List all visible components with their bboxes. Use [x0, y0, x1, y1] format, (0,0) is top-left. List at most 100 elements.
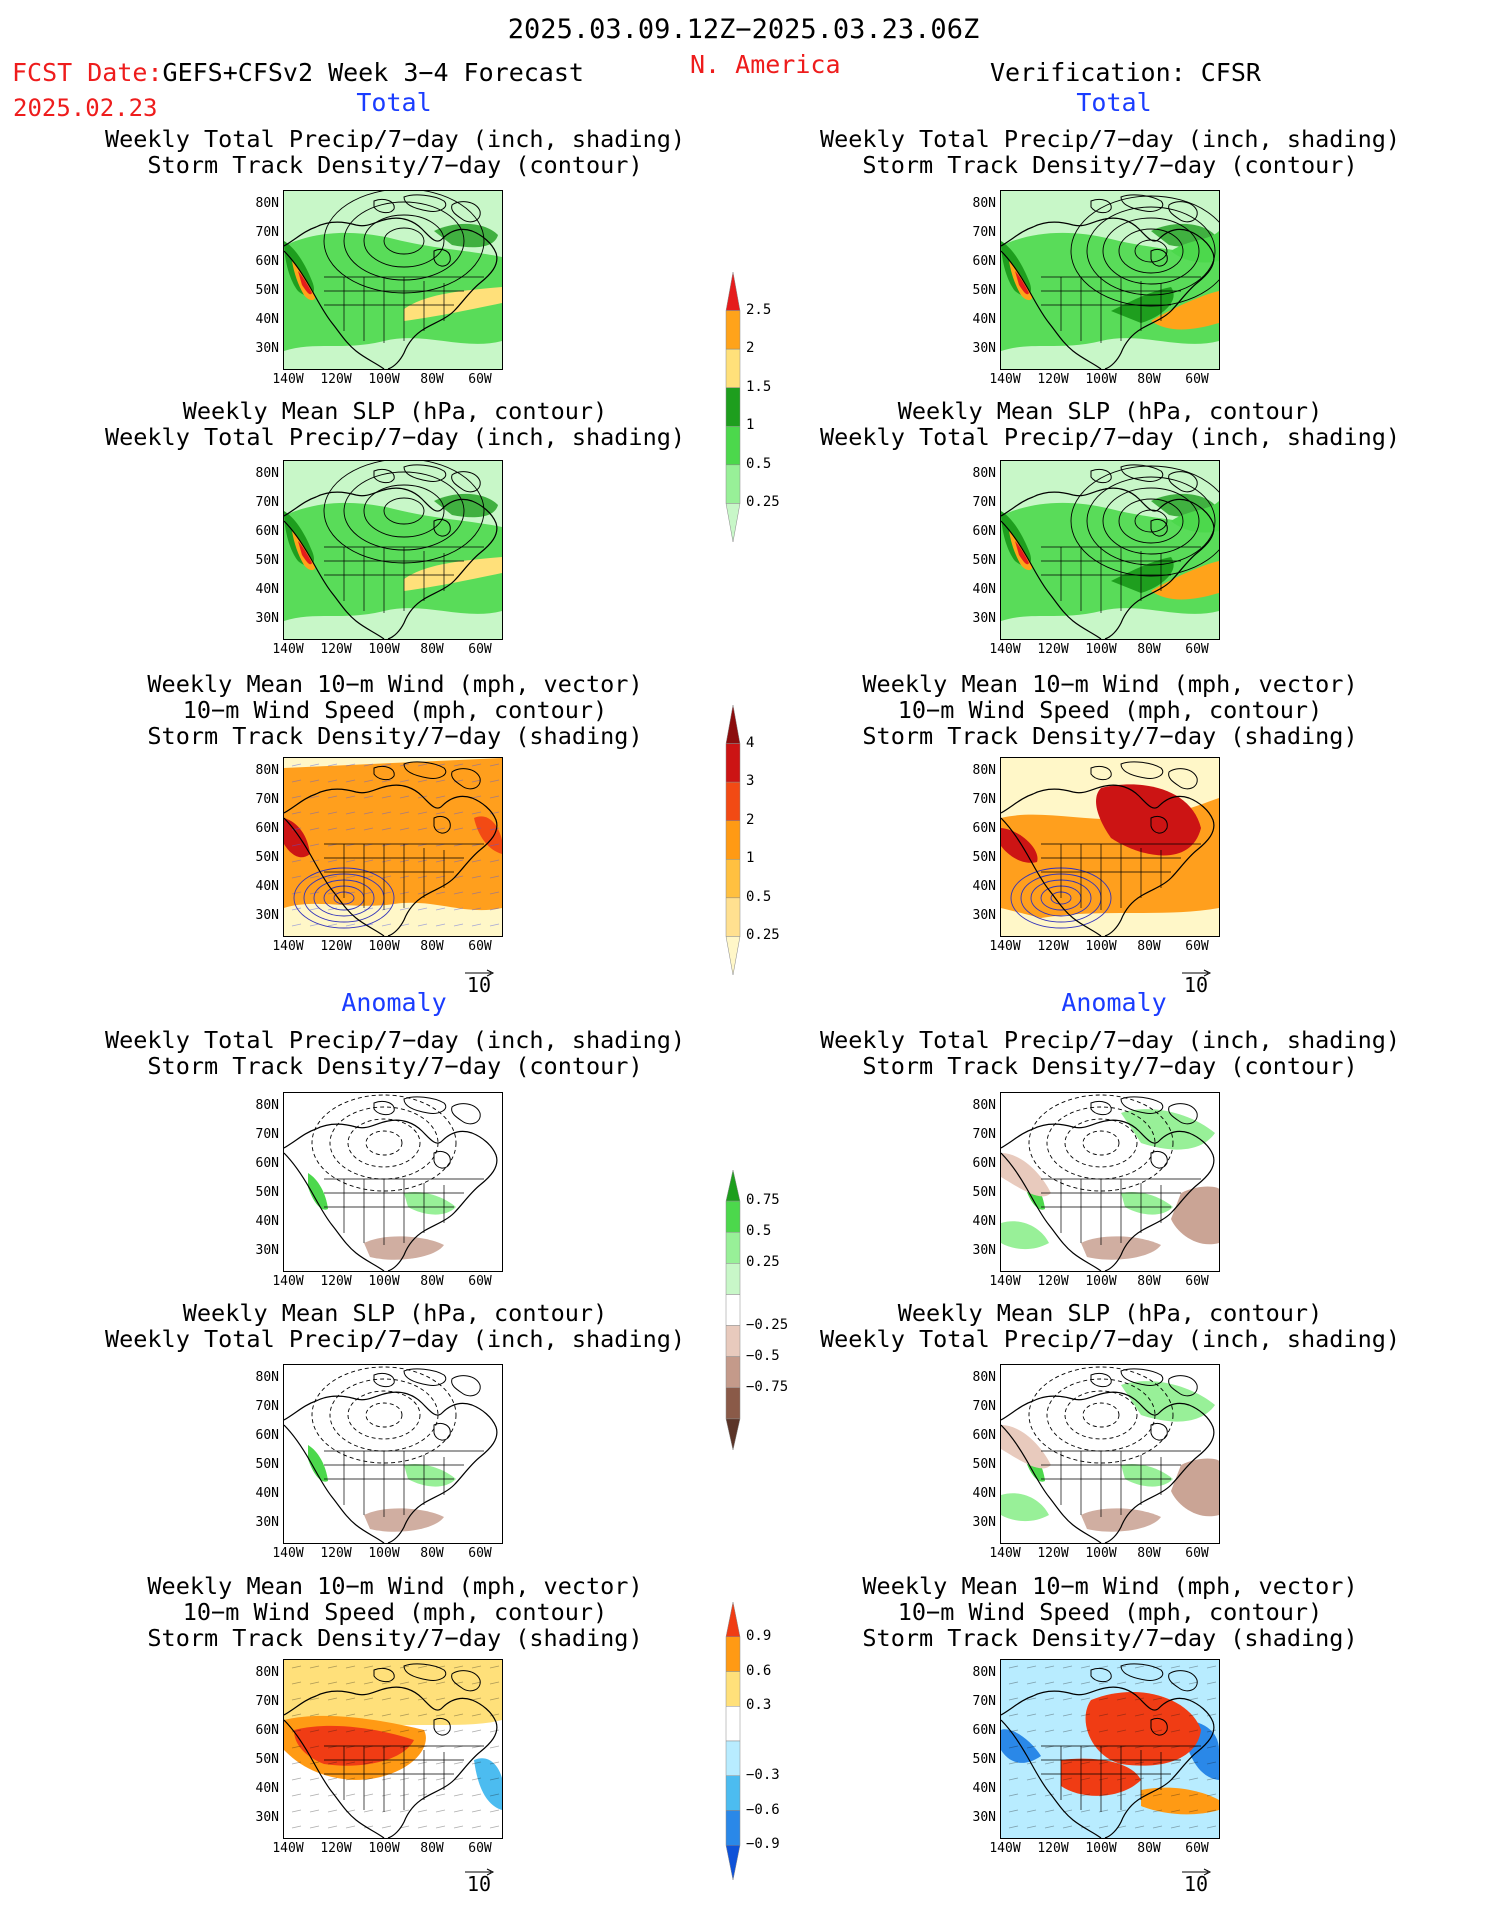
colorbar-label-precip-anom-2: 0.5 [746, 1223, 772, 1240]
lat-label-r1-right-80N: 80N [972, 196, 996, 211]
lon-label-r3-left-120W: 120W [320, 939, 352, 954]
lat-label-r4-left-40N: 40N [255, 1214, 279, 1229]
lon-label-r6-left-120W: 120W [320, 1841, 352, 1856]
lon-label-r3-right-100W: 100W [1085, 939, 1117, 954]
panel-title-r1-left-line1: Weekly Total Precip/7−day (inch, shading… [104, 125, 686, 153]
vector-reference-r6-right: 10 [1183, 1872, 1209, 1896]
region-label: N. America [690, 50, 841, 79]
lat-label-r5-left-30N: 30N [255, 1515, 279, 1530]
colorbar-segment [725, 387, 741, 427]
lat-label-r5-left-70N: 70N [255, 1399, 279, 1414]
lat-label-r3-right-50N: 50N [972, 850, 996, 865]
lon-label-r1-right-100W: 100W [1085, 372, 1117, 387]
lon-label-r6-left-80W: 80W [420, 1841, 444, 1856]
lon-label-r3-right-60W: 60W [1185, 939, 1209, 954]
lon-label-r5-left-80W: 80W [420, 1546, 444, 1561]
lon-label-r6-right-120W: 120W [1037, 1841, 1069, 1856]
lat-label-r1-left-40N: 40N [255, 312, 279, 327]
colorbar-segment [725, 426, 741, 466]
lon-label-r6-right-60W: 60W [1185, 1841, 1209, 1856]
lon-label-r1-left-80W: 80W [420, 372, 444, 387]
lon-label-r6-left-100W: 100W [368, 1841, 400, 1856]
colorbar-label-track-2: 3 [746, 773, 755, 790]
lat-label-r6-left-60N: 60N [255, 1723, 279, 1738]
lat-label-r2-left-70N: 70N [255, 495, 279, 510]
lat-label-r6-left-40N: 40N [255, 1781, 279, 1796]
lon-label-r3-left-100W: 100W [368, 939, 400, 954]
lat-label-r5-left-50N: 50N [255, 1457, 279, 1472]
colorbar-segment [725, 1169, 741, 1202]
lat-label-r2-left-30N: 30N [255, 611, 279, 626]
colorbar-label-precip-5: 0.5 [746, 455, 772, 472]
colorbar-segment [725, 503, 741, 543]
lat-label-r1-left-30N: 30N [255, 341, 279, 356]
colorbar-segment [725, 859, 741, 899]
date-range: 2025.03.09.12Z−2025.03.23.06Z [507, 14, 980, 45]
colorbar-segment [725, 348, 741, 388]
lon-label-r5-left-100W: 100W [368, 1546, 400, 1561]
lat-label-r4-right-30N: 30N [972, 1243, 996, 1258]
fcst-date: 2025.02.23 [13, 94, 158, 122]
panel-title-r2-left-line1: Weekly Mean SLP (hPa, contour) [182, 397, 608, 425]
panel-title-r1-right-line2: Storm Track Density/7−day (contour) [862, 151, 1358, 179]
lon-label-r2-right-100W: 100W [1085, 642, 1117, 657]
colorbar-segment [725, 704, 741, 744]
colorbar-label-track-anom-2: 0.6 [746, 1662, 772, 1679]
lat-label-r1-left-70N: 70N [255, 225, 279, 240]
lat-label-r4-left-80N: 80N [255, 1098, 279, 1113]
verification-label: Verification: CFSR [990, 58, 1261, 87]
lat-label-r4-left-70N: 70N [255, 1127, 279, 1142]
colorbar-segment [725, 1356, 741, 1389]
panel-title-r3-left-line1: Weekly Mean 10−m Wind (mph, vector) [147, 670, 643, 698]
lon-label-r5-right-120W: 120W [1037, 1546, 1069, 1561]
map-graphic-r6-right [1001, 1660, 1219, 1838]
panel-title-r3-right-line2: 10−m Wind Speed (mph, contour) [897, 696, 1323, 724]
colorbar-label-track-6: 0.25 [746, 927, 780, 944]
colorbar-segment [725, 1325, 741, 1357]
map-r5-left [283, 1364, 503, 1544]
lat-label-r5-left-80N: 80N [255, 1370, 279, 1385]
lat-label-r3-right-40N: 40N [972, 879, 996, 894]
lat-label-r6-right-80N: 80N [972, 1665, 996, 1680]
lon-label-r3-left-140W: 140W [272, 939, 304, 954]
map-graphic-r1-left [284, 191, 502, 369]
lat-label-r1-right-40N: 40N [972, 312, 996, 327]
colorbar-label-track-3: 2 [746, 811, 755, 828]
map-graphic-r4-left [284, 1093, 502, 1271]
panel-title-r3-left-line2: 10−m Wind Speed (mph, contour) [182, 696, 608, 724]
lat-label-r3-right-70N: 70N [972, 792, 996, 807]
colorbar-label-precip-1: 2.5 [746, 301, 772, 318]
panel-title-r6-left-line1: Weekly Mean 10−m Wind (mph, vector) [147, 1572, 643, 1600]
colorbar-segment [725, 820, 741, 860]
map-r5-right [1000, 1364, 1220, 1544]
lon-label-r1-right-140W: 140W [989, 372, 1021, 387]
forecast-name: GEFS+CFSv2 Week 3−4 Forecast [162, 58, 584, 87]
colorbar-segment [725, 310, 741, 350]
lat-label-r1-left-60N: 60N [255, 254, 279, 269]
lon-label-r2-left-80W: 80W [420, 642, 444, 657]
lon-label-r2-left-60W: 60W [468, 642, 492, 657]
panel-title-r4-right-line1: Weekly Total Precip/7−day (inch, shading… [819, 1026, 1401, 1054]
panel-title-r2-left-line2: Weekly Total Precip/7−day (inch, shading… [104, 423, 686, 451]
lon-label-r5-left-120W: 120W [320, 1546, 352, 1561]
panel-title-r1-left-line2: Storm Track Density/7−day (contour) [147, 151, 643, 179]
lat-label-r3-right-30N: 30N [972, 908, 996, 923]
colorbar-label-track-anom-4: −0.3 [746, 1766, 780, 1783]
colorbar-precip-anom [724, 1168, 742, 1456]
panel-title-r3-right-line1: Weekly Mean 10−m Wind (mph, vector) [862, 670, 1358, 698]
vector-reference-r3-left: 10 [466, 973, 492, 997]
panel-title-r4-left-line1: Weekly Total Precip/7−day (inch, shading… [104, 1026, 686, 1054]
colorbar-segment [725, 1810, 741, 1846]
lat-label-r4-right-40N: 40N [972, 1214, 996, 1229]
map-r4-left [283, 1092, 503, 1272]
lat-label-r2-left-60N: 60N [255, 524, 279, 539]
colorbar-segment [725, 1601, 741, 1637]
colorbar-track-anom [724, 1600, 742, 1886]
lon-label-r4-right-120W: 120W [1037, 1274, 1069, 1289]
lon-label-r2-left-100W: 100W [368, 642, 400, 657]
panel-title-r5-left-line2: Weekly Total Precip/7−day (inch, shading… [104, 1325, 686, 1353]
colorbar-label-track-anom-5: −0.6 [746, 1801, 780, 1818]
lon-label-r4-right-80W: 80W [1137, 1274, 1161, 1289]
lon-label-r3-right-120W: 120W [1037, 939, 1069, 954]
lat-label-r2-right-60N: 60N [972, 524, 996, 539]
